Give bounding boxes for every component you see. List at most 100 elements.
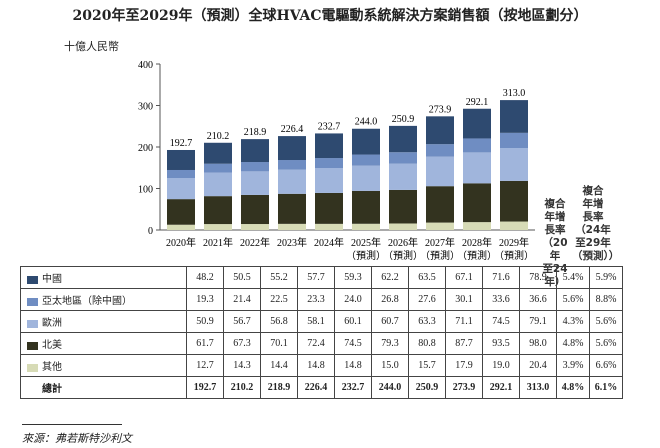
bar-segment (315, 133, 343, 159)
table-cell: 21.4 (223, 288, 261, 311)
y-tick-label: 0 (148, 226, 153, 237)
table-cell: 60.1 (334, 310, 372, 333)
bar-segment (315, 223, 343, 230)
cagr-cell: 8.8% (589, 288, 623, 311)
table-cell: 50.5 (223, 266, 261, 289)
source-divider (22, 424, 122, 425)
bar-segment (352, 223, 380, 230)
table-cell: 56.7 (223, 310, 261, 333)
table-cell: 50.9 (186, 310, 224, 333)
bar-segment (241, 224, 269, 230)
bar-segment (500, 132, 528, 149)
table-cell: 24.0 (334, 288, 372, 311)
bar-segment (241, 171, 269, 195)
row-label: 中國 (20, 266, 187, 289)
table-cell: 210.2 (223, 376, 261, 399)
table-cell: 58.1 (297, 310, 335, 333)
cagr-cell: 4.3% (556, 310, 590, 333)
data-table: 中國 48.2 50.5 55.2 57.7 59.3 62.2 63.5 67.1 71.6 78… (20, 266, 623, 399)
table-cell: 79.3 (371, 332, 409, 355)
table-cell: 55.2 (260, 266, 298, 289)
table-cell: 30.1 (445, 288, 483, 311)
bar-segment (426, 186, 454, 223)
bar-segment (241, 194, 269, 225)
bar-segment (204, 142, 232, 164)
cagr-cell: 5.4% (556, 266, 590, 289)
bar-segment (500, 221, 528, 230)
cagr-header-2024-2029: 複合 年增 長率 （24年 至29年 （預測）） (572, 185, 620, 262)
bar-segment (389, 189, 417, 224)
x-tick-label: 2024年 (314, 236, 344, 249)
table-cell: 36.6 (519, 288, 557, 311)
row-label: 亞太地區（除中國） (20, 288, 187, 311)
table-cell: 74.5 (334, 332, 372, 355)
legend-swatch (27, 297, 38, 306)
table-cell: 292.1 (482, 376, 520, 399)
bar-segment (167, 224, 195, 230)
legend-swatch (27, 275, 38, 284)
row-label: 北美 (20, 332, 187, 355)
bar-segment (241, 139, 269, 163)
x-tick-label: 2022年 (240, 236, 270, 249)
bar-segment (500, 148, 528, 181)
chart-title: 2020年至2029年（預測）全球HVAC電驅動系統解決方案銷售額（按地區劃分） (72, 8, 588, 24)
bar-segment (463, 183, 491, 223)
table-cell: 59.3 (334, 266, 372, 289)
table-cell: 22.5 (260, 288, 298, 311)
total-data-label: 192.7 (170, 138, 193, 149)
cagr-cell: 6.6% (589, 354, 623, 377)
x-tick-sublabel: （預測） (457, 249, 497, 262)
bar-segment (315, 192, 343, 224)
x-tick-label: 2029年 (499, 236, 529, 249)
x-tick-label: 2028年 (462, 236, 492, 249)
cagr-cell: 5.6% (589, 332, 623, 355)
bar-segment (389, 163, 417, 190)
bar-segment (278, 160, 306, 170)
table-cell: 63.5 (408, 266, 446, 289)
bar-segment (463, 152, 491, 184)
table-cell: 80.8 (408, 332, 446, 355)
x-tick-sublabel: （預測） (346, 249, 386, 262)
bar-segment (463, 138, 491, 153)
bar-segment (426, 144, 454, 157)
legend-swatch (27, 341, 38, 350)
table-cell: 15.0 (371, 354, 409, 377)
total-data-label: 218.9 (244, 127, 267, 138)
stacked-bar-chart: 0 100 200 300 400 192.7 2020年 210.2 2021年 218.9 20… (138, 60, 535, 262)
total-data-label: 250.9 (392, 114, 415, 125)
bar-segment (352, 190, 380, 224)
table-cell: 19.3 (186, 288, 224, 311)
table-cell: 67.1 (445, 266, 483, 289)
x-tick-label: 2020年 (166, 236, 196, 249)
bar-segment (278, 136, 306, 161)
bar-segment (352, 154, 380, 166)
table-cell: 98.0 (519, 332, 557, 355)
table-cell: 232.7 (334, 376, 372, 399)
table-cell: 14.3 (223, 354, 261, 377)
table-row: 中國 48.2 50.5 55.2 57.7 59.3 62.2 63.5 67.1 71.6 78… (20, 266, 623, 289)
table-cell: 192.7 (186, 376, 224, 399)
table-cell: 17.9 (445, 354, 483, 377)
total-data-label: 313.0 (503, 88, 526, 99)
bar-segment (500, 100, 528, 133)
row-label: 其他 (20, 354, 187, 377)
table-cell: 61.7 (186, 332, 224, 355)
table-cell: 93.5 (482, 332, 520, 355)
table-cell: 19.0 (482, 354, 520, 377)
table-cell: 60.7 (371, 310, 409, 333)
bar-segment (352, 128, 380, 155)
table-cell: 33.6 (482, 288, 520, 311)
y-tick-label: 400 (138, 60, 153, 71)
table-cell: 63.3 (408, 310, 446, 333)
table-cell: 71.1 (445, 310, 483, 333)
total-data-label: 244.0 (355, 117, 378, 128)
cagr-cell: 5.6% (589, 310, 623, 333)
bar-segment (204, 172, 232, 197)
bar-segment (389, 152, 417, 164)
bar-segment (315, 167, 343, 193)
table-cell: 48.2 (186, 266, 224, 289)
table-cell: 26.8 (371, 288, 409, 311)
bar-segment (463, 108, 491, 139)
table-cell: 14.8 (334, 354, 372, 377)
table-cell: 23.3 (297, 288, 335, 311)
